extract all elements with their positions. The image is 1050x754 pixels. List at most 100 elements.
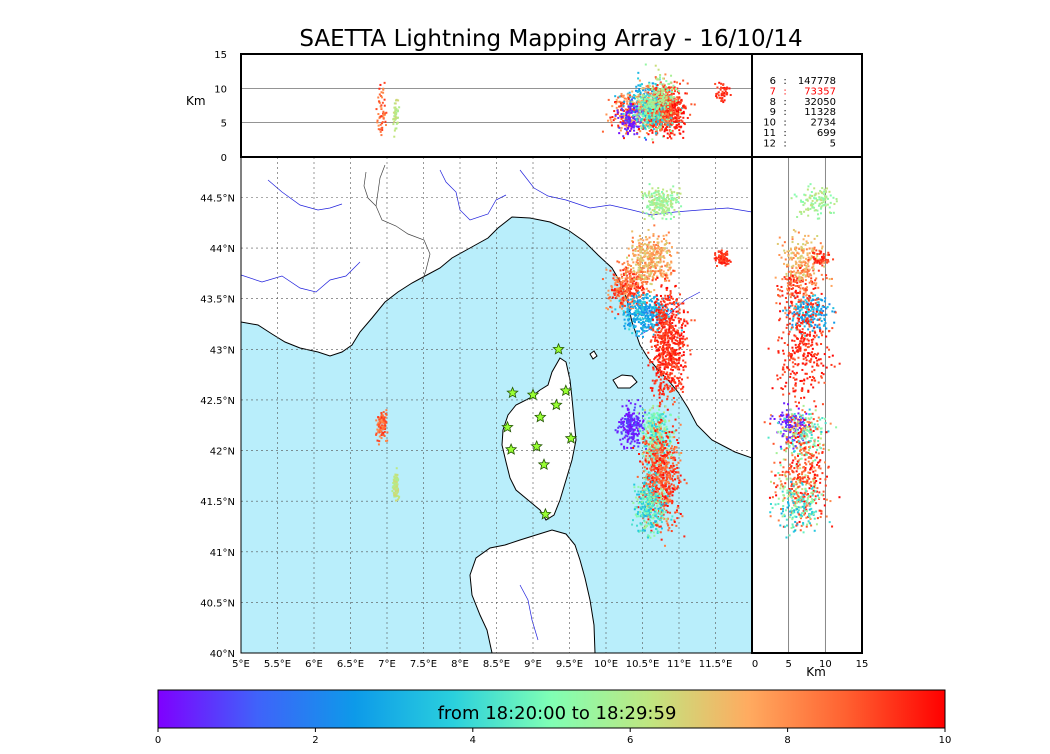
lightning-source — [378, 440, 380, 442]
lightning-source — [677, 201, 679, 203]
altitude-source — [621, 127, 623, 129]
lightning-source — [666, 287, 668, 289]
lightning-source — [658, 360, 660, 362]
lightning-source — [665, 234, 667, 236]
lightning-source — [667, 529, 669, 531]
lightning-source — [639, 235, 641, 237]
lightning-source — [620, 423, 622, 425]
altitude-source — [659, 123, 661, 125]
lightning-source — [651, 201, 653, 203]
lightning-source — [668, 362, 670, 364]
lightning-source — [662, 413, 664, 415]
lightning-source — [636, 418, 638, 420]
lightning-source — [640, 523, 642, 525]
lightning-source — [665, 304, 667, 306]
lightning-source — [682, 338, 684, 340]
lightning-source — [665, 207, 667, 209]
lightning-source — [635, 310, 637, 312]
lightning-source — [659, 442, 661, 444]
lightning-source — [650, 499, 652, 501]
lightning-source — [647, 503, 649, 505]
lightning-source — [631, 424, 633, 426]
lightning-source — [647, 487, 649, 489]
lightning-source — [658, 488, 660, 490]
lightning-source — [664, 211, 666, 213]
lightning-source — [673, 328, 675, 330]
lightning-source — [377, 424, 379, 426]
altitude-source — [394, 116, 396, 118]
lightning-source — [684, 479, 686, 481]
lightning-source — [676, 464, 678, 466]
lightning-source — [628, 312, 630, 314]
lightning-source — [638, 426, 640, 428]
lightning-source — [658, 303, 660, 305]
lightning-source — [662, 449, 664, 451]
lightning-source — [671, 379, 673, 381]
lightning-source — [659, 500, 661, 502]
lightning-source — [678, 482, 680, 484]
lightning-source — [660, 468, 662, 470]
altitude-source — [637, 77, 639, 79]
lightning-source — [648, 443, 650, 445]
altitude-source — [686, 93, 688, 95]
lightning-source — [640, 274, 642, 276]
lightning-source — [638, 428, 640, 430]
lightning-source — [649, 359, 651, 361]
lightning-source — [667, 347, 669, 349]
lightning-source — [677, 477, 679, 479]
lightning-source — [671, 524, 673, 526]
lightning-source — [633, 271, 635, 273]
x-tick-label: 9°E — [524, 659, 542, 670]
lightning-source — [652, 279, 654, 281]
lightning-source — [641, 282, 643, 284]
lightning-source — [664, 247, 666, 249]
lightning-source — [666, 476, 668, 478]
lightning-source — [634, 508, 636, 510]
lightning-source — [607, 294, 609, 296]
lightning-source — [384, 420, 386, 422]
lightning-source — [658, 311, 660, 313]
lightning-source — [634, 286, 636, 288]
lightning-source — [657, 328, 659, 330]
y-tick-label: 40.5°N — [200, 598, 235, 609]
altitude-source — [381, 127, 383, 129]
lightning-source — [667, 200, 669, 202]
lightning-source — [674, 478, 676, 480]
lightning-source — [647, 364, 649, 366]
lightning-source — [626, 277, 628, 279]
lightning-source — [634, 423, 636, 425]
altitude-source — [378, 125, 380, 127]
lightning-source — [626, 421, 628, 423]
lightning-source — [654, 195, 656, 197]
lightning-source — [678, 321, 680, 323]
lightning-source — [643, 321, 645, 323]
lightning-source — [679, 377, 681, 379]
lightning-source — [661, 513, 663, 515]
lightning-source — [396, 487, 398, 489]
lightning-source — [667, 409, 669, 411]
lightning-source — [684, 362, 686, 364]
altitude-source — [677, 107, 679, 109]
lightning-source — [664, 339, 666, 341]
lightning-source — [673, 337, 675, 339]
lightning-source — [681, 342, 683, 344]
altitude-source — [694, 104, 696, 106]
lightning-source — [670, 297, 672, 299]
lightning-source — [654, 254, 656, 256]
lightning-source — [667, 366, 669, 368]
lightning-source — [626, 447, 628, 449]
lightning-source — [659, 397, 661, 399]
lightning-source — [669, 294, 671, 296]
altitude-source — [678, 120, 680, 122]
lightning-source — [660, 274, 662, 276]
lightning-source — [674, 375, 676, 377]
lightning-source — [645, 236, 647, 238]
lightning-source — [674, 316, 676, 318]
lightning-source — [651, 346, 653, 348]
lightning-source — [612, 296, 614, 298]
lightning-source — [674, 459, 676, 461]
lightning-source — [649, 516, 651, 518]
lightning-source — [660, 295, 662, 297]
lightning-source — [650, 299, 652, 301]
lightning-source — [625, 277, 627, 279]
